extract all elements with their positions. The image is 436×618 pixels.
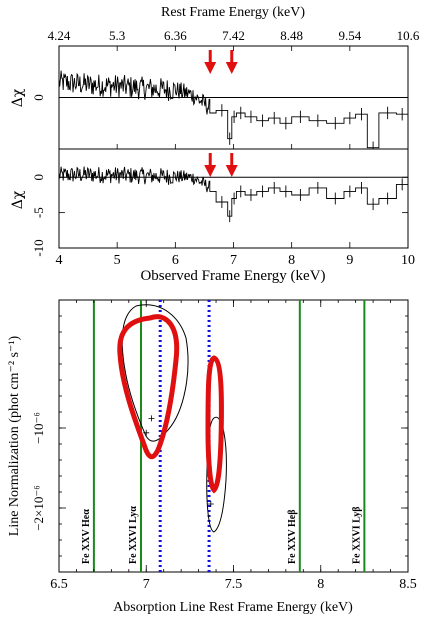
top-tick-label: 10.6 bbox=[397, 28, 420, 43]
dotted-lines bbox=[158, 300, 211, 572]
top-tick-label: 6.36 bbox=[164, 28, 187, 43]
contour-inner-right bbox=[205, 355, 224, 494]
panel3-x-ticks: 6.5 7 7.5 8 8.5 bbox=[50, 300, 417, 592]
panel3-x-tick-label: 8.5 bbox=[399, 577, 417, 592]
panel3-x-tick-label: 8 bbox=[317, 577, 324, 592]
residual-curve bbox=[58, 70, 408, 149]
arrow-head bbox=[225, 62, 238, 74]
panel3-y-ticks: −10⁻⁶ −2×10⁻⁶ bbox=[31, 315, 408, 573]
arrow-head bbox=[225, 165, 238, 177]
top-tick-label: 8.48 bbox=[280, 28, 303, 43]
top-tick-label: 4.24 bbox=[48, 28, 71, 43]
top-residual-panel: Rest Frame Energy (keV) 4.24 5.3 6.36 7.42 8… bbox=[10, 5, 420, 150]
top-axis-title: Rest Frame Energy (keV) bbox=[161, 5, 305, 20]
arrow-head bbox=[204, 62, 217, 74]
reference-line-label: Fe XXV Heα bbox=[81, 509, 92, 564]
contours bbox=[117, 304, 227, 533]
panel2-arrows bbox=[204, 153, 238, 177]
reference-line-label: Fe XXVI Lyα bbox=[128, 506, 139, 564]
bottom-residual-panel: -10 -5 0 Δχ 4 5 6 7 8 9 10 Observed Frame Energy… bbox=[10, 144, 415, 284]
contour-panel: Fe XXV Heα Fe XXVI Lyα Fe XXV Heβ Fe XXVI L… bbox=[7, 299, 417, 615]
top-tick-label: 7.42 bbox=[222, 28, 245, 43]
reference-line-label: Fe XXV Heβ bbox=[287, 509, 298, 564]
top-axis-ticks: 4.24 5.3 6.36 7.42 8.48 9.54 10.6 bbox=[48, 28, 420, 51]
panel3-y-tick-label: −10⁻⁶ bbox=[31, 412, 46, 444]
best-fit-marker bbox=[143, 429, 150, 436]
best-fit-points bbox=[143, 415, 214, 507]
panel2-y-tick-label: -10 bbox=[31, 239, 46, 256]
panel3-xlabel: Absorption Line Rest Frame Energy (keV) bbox=[113, 600, 353, 615]
panel3-x-tick-label: 7.5 bbox=[225, 577, 243, 592]
panel2-x-tick-label: 9 bbox=[346, 253, 353, 268]
reference-line-label: Fe XXVI Lyβ bbox=[351, 507, 362, 565]
panel2-xlabel: Observed Frame Energy (keV) bbox=[140, 268, 325, 284]
panel2-x-tick-label: 10 bbox=[401, 253, 415, 268]
best-fit-marker bbox=[148, 415, 155, 422]
panel2-y-tick-label: 0 bbox=[31, 174, 46, 181]
contour-inner-left bbox=[117, 314, 180, 460]
panel1-residuals bbox=[58, 70, 408, 149]
panel2-x-ticks: 4 5 6 7 8 9 10 bbox=[56, 144, 415, 268]
panel2-x-tick-label: 6 bbox=[172, 253, 179, 268]
panel1-y-tick-label: 0 bbox=[31, 94, 46, 101]
residual-curve bbox=[58, 166, 408, 217]
panel2-y-ticks: -10 -5 0 bbox=[31, 174, 408, 257]
panel2-ylabel: Δχ bbox=[10, 190, 26, 209]
panel1-arrows bbox=[204, 50, 238, 74]
panel2-residuals bbox=[58, 166, 408, 223]
top-tick-label: 5.3 bbox=[109, 28, 125, 43]
panel3-x-tick-label: 7 bbox=[143, 577, 150, 592]
panel2-x-tick-label: 5 bbox=[114, 253, 121, 268]
panel3-ylabel: Line Normalization (phot cm⁻² s⁻¹) bbox=[7, 335, 22, 536]
arrow-head bbox=[204, 165, 217, 177]
best-fit-marker bbox=[207, 501, 214, 507]
panel2-x-tick-label: 7 bbox=[230, 253, 237, 268]
panel2-x-tick-label: 4 bbox=[56, 253, 63, 268]
top-tick-label: 9.54 bbox=[338, 28, 361, 43]
panel2-y-tick-label: -5 bbox=[31, 207, 46, 218]
panel1-ylabel: Δχ bbox=[10, 88, 26, 107]
panel3-x-tick-label: 6.5 bbox=[50, 577, 68, 592]
contour-outer-left bbox=[121, 304, 189, 442]
panel3-y-tick-label: −2×10⁻⁶ bbox=[31, 485, 46, 531]
panel2-x-tick-label: 8 bbox=[288, 253, 295, 268]
